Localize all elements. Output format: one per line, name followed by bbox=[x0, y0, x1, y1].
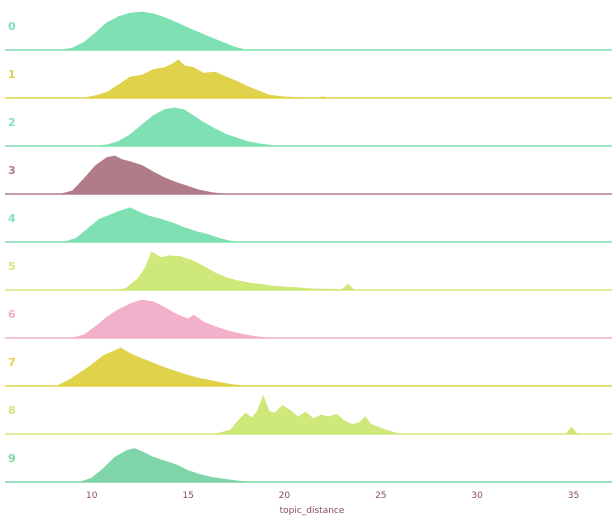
ridge-row: 9 bbox=[5, 448, 612, 483]
row-label: 5 bbox=[8, 260, 16, 273]
row-label: 4 bbox=[8, 212, 16, 225]
ridge-row: 2 bbox=[5, 107, 612, 147]
row-label: 3 bbox=[8, 164, 16, 177]
row-label: 1 bbox=[8, 68, 16, 81]
ridge-row: 5 bbox=[5, 251, 612, 291]
row-label: 7 bbox=[8, 356, 16, 369]
density-area bbox=[95, 107, 281, 147]
ridge-row: 7 bbox=[5, 347, 612, 387]
density-area bbox=[60, 11, 247, 51]
x-tick-label: 10 bbox=[86, 491, 98, 501]
density-area bbox=[80, 448, 246, 483]
density-area bbox=[64, 207, 239, 243]
row-label: 0 bbox=[8, 20, 16, 33]
density-area bbox=[83, 59, 339, 99]
x-tick-label: 15 bbox=[182, 491, 193, 501]
ridge-row: 3 bbox=[5, 155, 612, 195]
x-tick-label: 35 bbox=[568, 491, 579, 501]
row-label: 2 bbox=[8, 116, 16, 129]
ridge-row: 6 bbox=[5, 299, 612, 339]
row-label: 6 bbox=[8, 308, 16, 321]
ridge-rows: 0 1 2 3 4 5 6 7 8 9 bbox=[5, 11, 612, 483]
density-area bbox=[60, 155, 223, 195]
density-area bbox=[214, 394, 579, 435]
x-axis-title: topic_distance bbox=[280, 506, 345, 516]
ridge-row: 4 bbox=[5, 207, 612, 243]
ridge-row: 0 bbox=[5, 11, 612, 51]
x-tick-label: 30 bbox=[471, 491, 483, 501]
ridge-row: 1 bbox=[5, 59, 612, 99]
density-area bbox=[56, 347, 246, 387]
density-area bbox=[118, 251, 362, 291]
x-tick-label: 20 bbox=[279, 491, 291, 501]
row-label: 9 bbox=[8, 452, 16, 465]
ridge-row: 8 bbox=[5, 394, 612, 435]
row-label: 8 bbox=[8, 404, 16, 417]
x-axis: 10 15 20 25 30 35 bbox=[86, 491, 579, 501]
density-area bbox=[72, 299, 273, 339]
x-tick-label: 25 bbox=[375, 491, 386, 501]
